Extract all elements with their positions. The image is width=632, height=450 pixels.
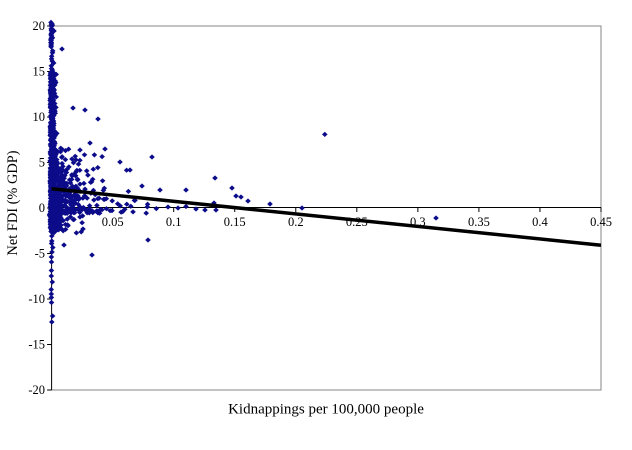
svg-text:0.4: 0.4 <box>532 215 548 229</box>
svg-text:0.2: 0.2 <box>288 215 304 229</box>
svg-text:0: 0 <box>39 201 45 215</box>
svg-text:0.45: 0.45 <box>590 215 612 229</box>
svg-text:0.15: 0.15 <box>224 215 246 229</box>
svg-text:-5: -5 <box>35 247 45 261</box>
svg-text:-20: -20 <box>28 383 45 397</box>
svg-text:-15: -15 <box>28 338 45 352</box>
svg-text:Net FDI (% GDP): Net FDI (% GDP) <box>5 150 21 255</box>
svg-text:10: 10 <box>33 110 46 124</box>
svg-text:0.05: 0.05 <box>102 215 124 229</box>
svg-text:-10: -10 <box>28 292 45 306</box>
svg-text:0.1: 0.1 <box>166 215 182 229</box>
svg-text:15: 15 <box>33 65 46 79</box>
svg-text:5: 5 <box>39 156 45 170</box>
svg-text:0.35: 0.35 <box>468 215 490 229</box>
svg-text:Kidnappings per 100,000 people: Kidnappings per 100,000 people <box>228 402 424 418</box>
svg-text:20: 20 <box>33 19 46 33</box>
